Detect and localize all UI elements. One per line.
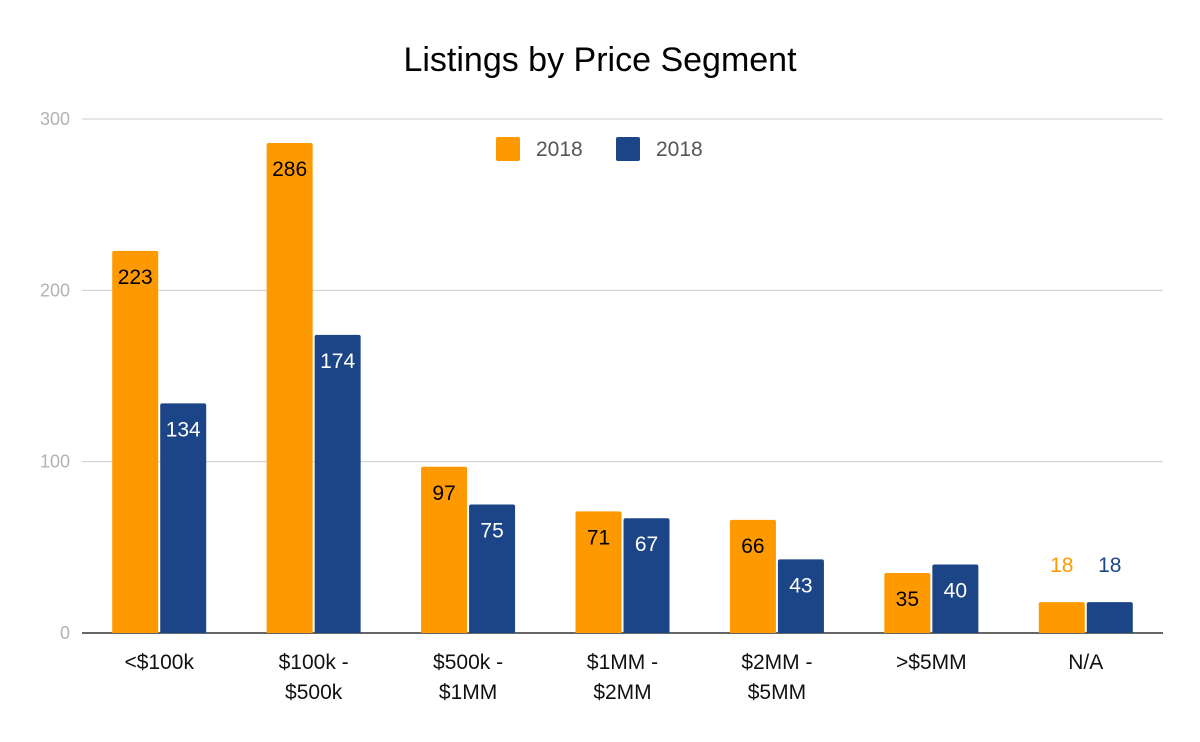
bar [777, 559, 824, 633]
x-tick-label: $1MM [439, 681, 497, 704]
data-label: 97 [432, 482, 455, 505]
bar [623, 518, 670, 633]
legend-swatch [496, 137, 520, 161]
y-tick-label: 0 [60, 623, 70, 643]
x-tick-label: $2MM - [741, 651, 812, 674]
data-label: 35 [896, 588, 919, 611]
x-tick-label: $100k - [279, 651, 349, 674]
bar [884, 573, 931, 633]
y-axis: 0 100 200 300 [40, 109, 70, 643]
bar [160, 403, 207, 633]
x-tick-label: $500k [285, 681, 343, 704]
data-label: 71 [587, 526, 610, 549]
x-tick-label: >$5MM [896, 651, 967, 674]
legend: 2018 2018 [496, 137, 703, 161]
bar [266, 142, 313, 633]
bar [932, 564, 979, 633]
gridlines [82, 118, 1163, 634]
y-tick-label: 200 [40, 280, 70, 300]
data-label: 223 [118, 266, 153, 289]
bar [1038, 602, 1085, 633]
x-tick-label: $500k - [433, 651, 503, 674]
data-label: 66 [741, 535, 764, 558]
x-tick-label: $1MM - [587, 651, 658, 674]
bar [469, 504, 516, 633]
bar [575, 511, 622, 633]
data-label: 174 [320, 350, 355, 373]
data-label: 18 [1098, 554, 1121, 577]
bar [314, 334, 361, 633]
bar [729, 519, 776, 633]
data-label: 286 [272, 158, 307, 181]
legend-label: 2018 [536, 138, 583, 161]
x-tick-label: $5MM [748, 681, 806, 704]
chart-title: Listings by Price Segment [403, 41, 797, 79]
data-label: 134 [166, 418, 201, 441]
data-label: 40 [944, 579, 967, 602]
data-label: 18 [1050, 554, 1073, 577]
x-axis: <$100k $100k - $500k $500k - $1MM $1MM - $2MM $… [124, 651, 1103, 704]
data-labels: 223 134 286 174 97 75 71 67 66 43 35 40 18 18 [118, 158, 1122, 611]
y-tick-label: 100 [40, 452, 70, 472]
legend-swatch [616, 137, 640, 161]
data-label: 75 [480, 520, 503, 543]
x-tick-label: N/A [1068, 651, 1103, 674]
x-tick-label: <$100k [124, 651, 194, 674]
y-tick-label: 300 [40, 109, 70, 129]
x-tick-label: $2MM [593, 681, 651, 704]
bar [1086, 602, 1133, 633]
bar [112, 250, 159, 633]
data-label: 67 [635, 533, 658, 556]
bar [421, 466, 468, 633]
legend-label: 2018 [656, 138, 703, 161]
bars [112, 142, 1133, 633]
data-label: 43 [789, 574, 812, 597]
